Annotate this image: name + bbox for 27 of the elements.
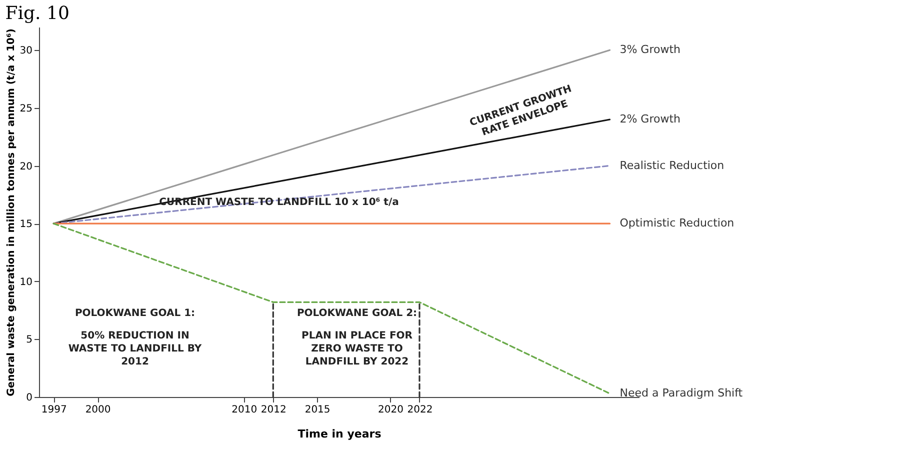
- y-axis-title: General waste generation in million tonnes per annum (t/a x 10⁶): [6, 28, 17, 396]
- y-tick-label: 30: [20, 46, 32, 57]
- x-tick-label: 2012: [260, 404, 286, 416]
- y-tick-label: 20: [20, 161, 32, 172]
- x-tick-label: 2015: [304, 404, 330, 416]
- x-axis-title: Time in years: [298, 428, 382, 440]
- y-tick-label: 5: [26, 334, 32, 346]
- annotation: PLAN IN PLACE FOR ZERO WASTE TO LANDFILL BY 2022: [302, 330, 413, 368]
- x-tick-label: 2022: [407, 404, 433, 416]
- x-tick-label: 2020: [378, 404, 404, 416]
- y-tick-label: 0: [26, 392, 32, 404]
- annotation: POLOKWANE GOAL 2:: [296, 308, 418, 320]
- x-tick-label: 1997: [41, 404, 67, 416]
- chart-title: Fig. 10: [5, 3, 70, 24]
- y-tick-label: 15: [20, 219, 32, 230]
- series-label: Need a Paradigm Shift: [620, 386, 744, 400]
- annotation: 50% REDUCTION IN WASTE TO LANDFILL BY 2012: [68, 330, 202, 368]
- y-tick-label: 10: [20, 276, 32, 288]
- series-label: 3% Growth: [620, 43, 681, 56]
- y-tick-label: 25: [20, 103, 32, 114]
- x-tick-label: 2010: [232, 404, 258, 416]
- series-label: 2% Growth: [620, 112, 681, 126]
- x-tick-label: 2000: [85, 404, 111, 416]
- annotation: POLOKWANE GOAL 1:: [74, 308, 196, 320]
- annotation: CURRENT WASTE TO LANDFILL 10 x 10⁶ t/a: [159, 197, 399, 208]
- series-label: Optimistic Reduction: [620, 216, 734, 230]
- series-label: Realistic Reduction: [620, 158, 724, 172]
